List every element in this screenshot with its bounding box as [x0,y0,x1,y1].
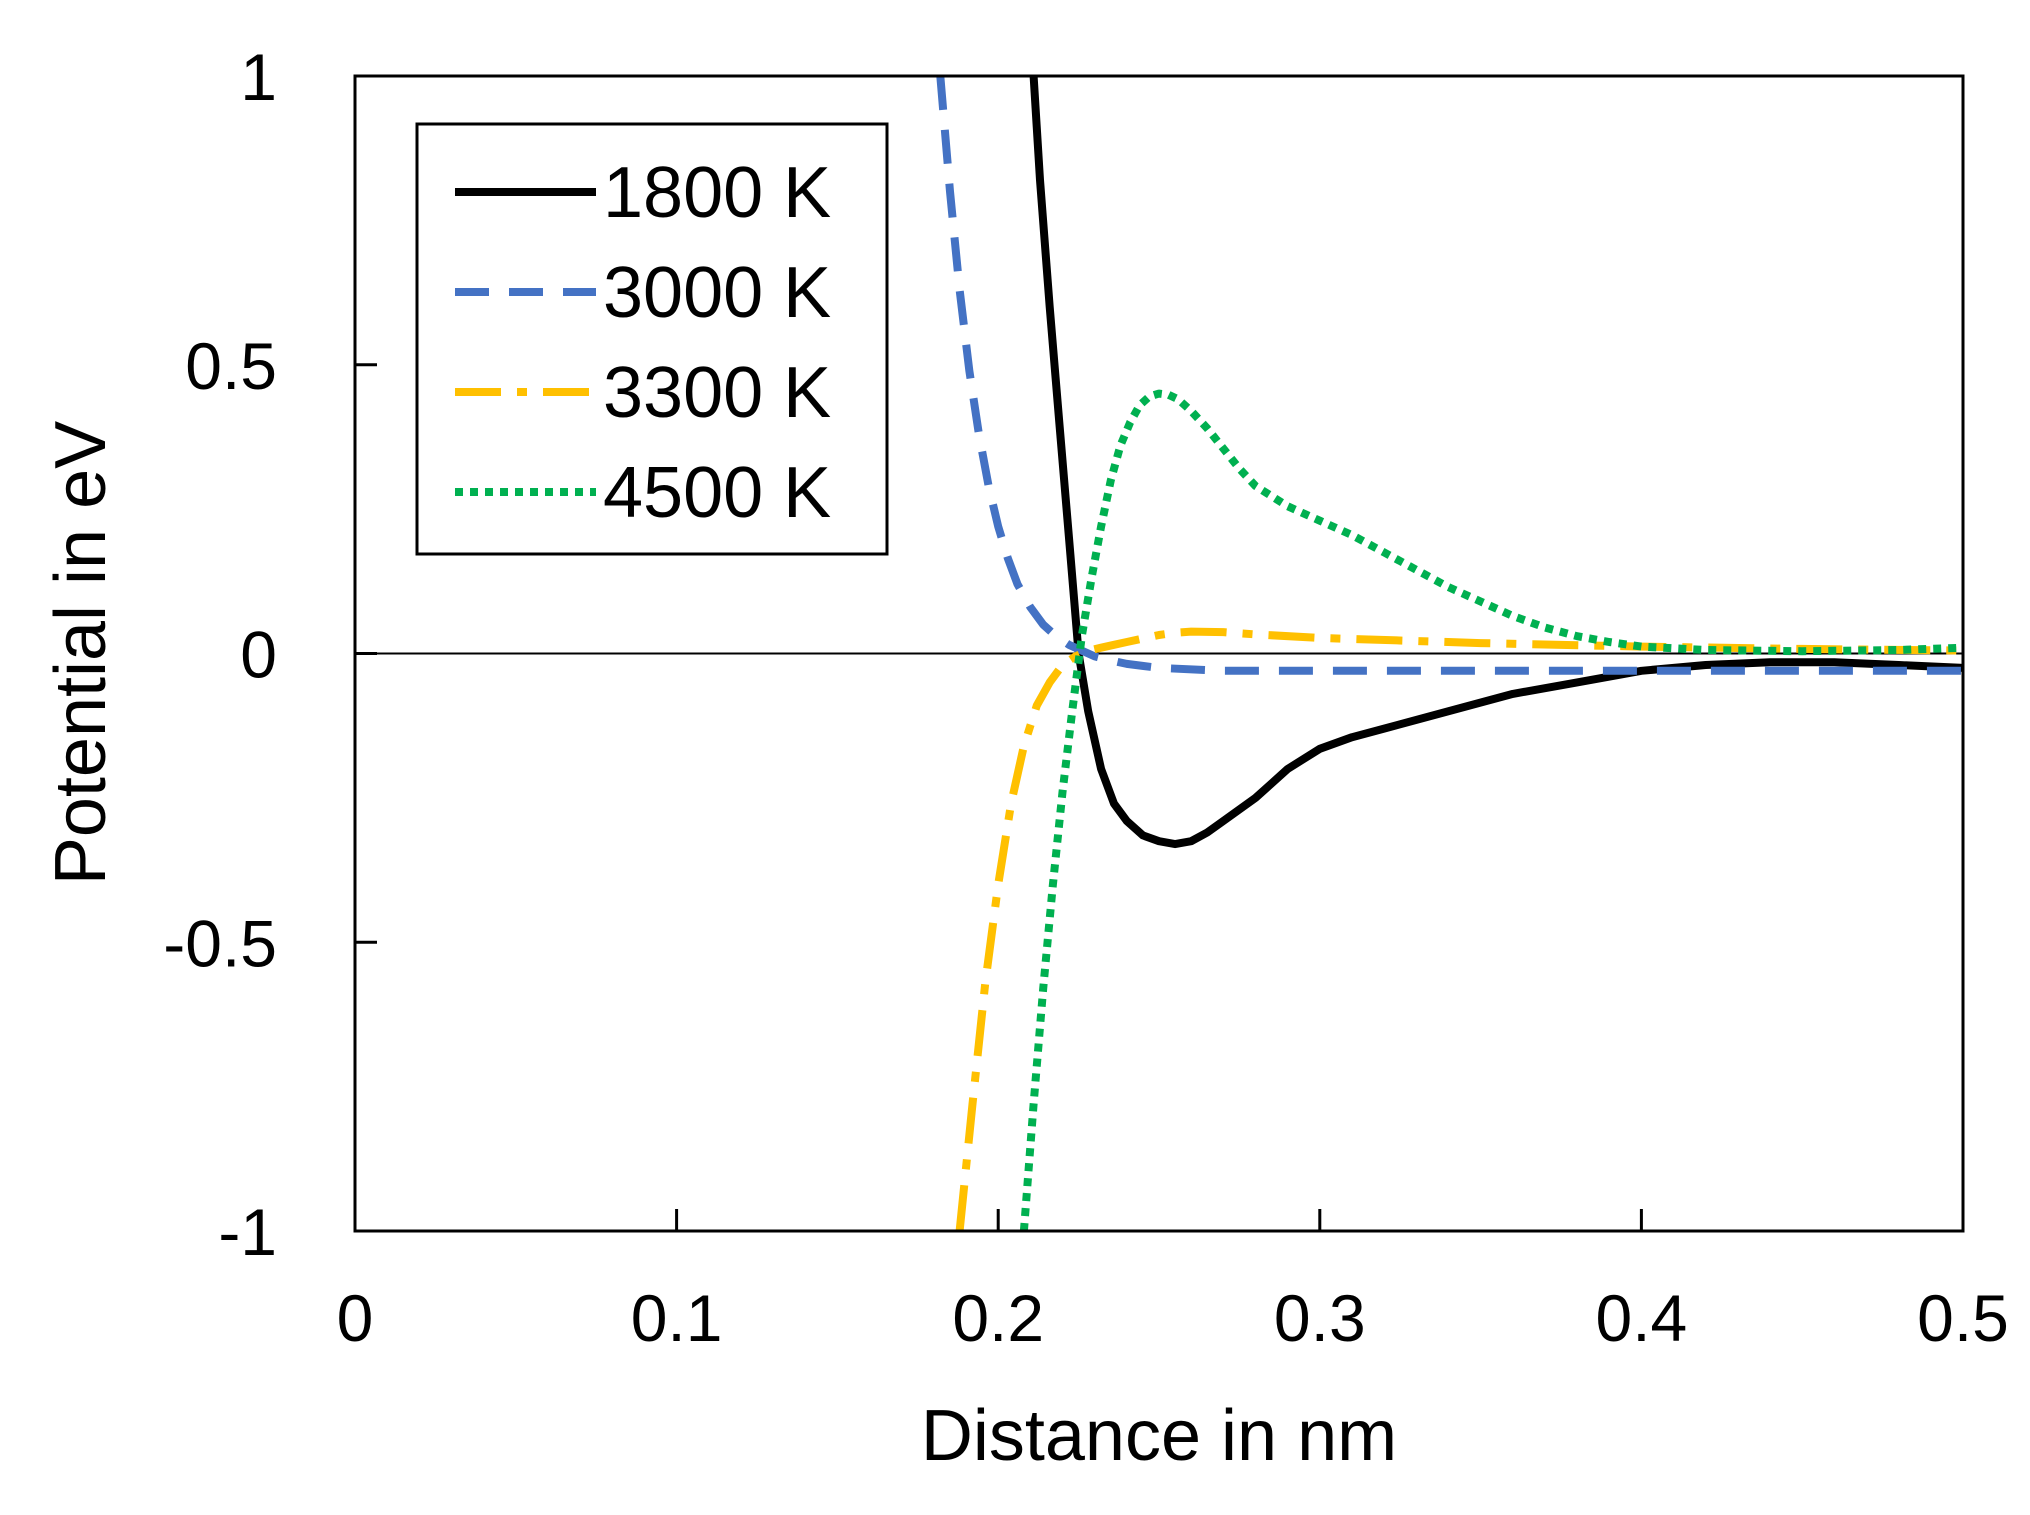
series-line-3300-k [955,627,1963,1231]
y-tick-label: 0.5 [185,329,277,403]
y-axis-title: Potential in eV [41,421,121,885]
x-tick-label: 0.4 [1596,1281,1688,1355]
x-tick-label: 0 [337,1281,374,1355]
x-axis-title: Distance in nm [921,1396,1397,1476]
series-line-3000-k [936,76,1963,675]
legend-label: 4500 K [603,453,831,533]
legend: 1800 K 3000 K 3300 K 4500 K [415,122,889,556]
y-tick-label: 0 [240,618,277,692]
legend-label: 3300 K [603,353,831,433]
series-line-1800-k [1029,76,1963,849]
legend-label: 3000 K [603,253,831,333]
series-line-4500-k [1019,389,1963,1231]
y-tick-label: -1 [218,1195,277,1269]
x-tick-label: 0.5 [1917,1281,2009,1355]
y-tick-label: -0.5 [163,906,277,980]
x-tick-label: 0.1 [631,1281,723,1355]
plot-frame [353,74,1965,1233]
y-tick-label: 1 [240,40,277,114]
legend-label: 1800 K [603,153,831,233]
legend-box [415,122,889,556]
x-tick-label: 0.2 [952,1281,1044,1355]
x-tick-label: 0.3 [1274,1281,1366,1355]
